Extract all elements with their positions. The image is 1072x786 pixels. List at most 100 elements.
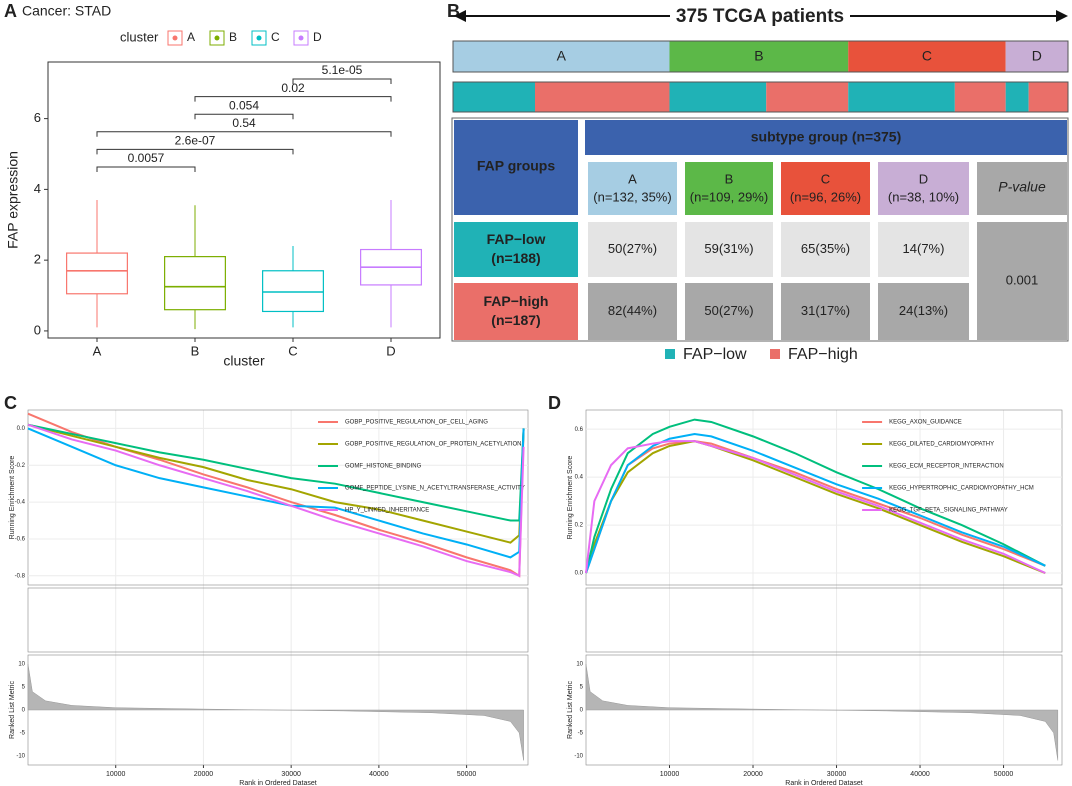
legend-label: HP_Y_LINKED_INHERITANCE bbox=[345, 508, 429, 514]
significance-bracket bbox=[194, 96, 392, 102]
enrichment-line bbox=[27, 423, 525, 544]
y-tick-label: 4 bbox=[34, 181, 41, 196]
x-tick-label: 50000 bbox=[457, 771, 477, 778]
cell-text: 82(44%) bbox=[608, 303, 657, 318]
y-tick-label: 6 bbox=[34, 110, 41, 125]
legend-label: KEGG_ECM_RECEPTOR_INTERACTION bbox=[889, 464, 1004, 470]
column-name: D bbox=[919, 171, 928, 186]
box bbox=[164, 256, 226, 311]
corner-text: FAP groups bbox=[477, 158, 556, 174]
metric-area bbox=[585, 664, 1059, 761]
table-cell bbox=[685, 283, 773, 340]
x-tick-label: 10000 bbox=[660, 771, 680, 778]
legend-label: KEGG_TGF_BETA_SIGNALING_PATHWAY bbox=[889, 508, 1008, 514]
y-tick-label: 5 bbox=[22, 685, 26, 691]
subtype-bar bbox=[1005, 41, 1068, 72]
enrichment-line bbox=[585, 418, 1046, 574]
y-tick-label: 0.2 bbox=[575, 523, 584, 529]
table-cell bbox=[878, 222, 969, 277]
legend-dot bbox=[214, 35, 220, 41]
y-axis-title: Running Enrichment Score bbox=[9, 456, 16, 540]
legend-label: FAP−high bbox=[788, 346, 858, 363]
enrichment-line bbox=[27, 412, 525, 578]
y-tick-label: -0.4 bbox=[15, 500, 26, 506]
x-tick-label: A bbox=[93, 343, 102, 358]
panel-label: A bbox=[4, 1, 17, 21]
panel-frame bbox=[27, 409, 529, 586]
y-tick-label: 10 bbox=[18, 662, 25, 668]
panel-frame bbox=[585, 587, 1063, 653]
legend-key bbox=[167, 30, 183, 46]
cell-text: 65(35%) bbox=[801, 241, 850, 256]
y-tick-label: 2 bbox=[34, 252, 41, 267]
x-tick-label: B bbox=[191, 343, 200, 358]
panel-label: C bbox=[4, 393, 17, 413]
row-name: FAP−low bbox=[487, 231, 546, 247]
column-name: A bbox=[628, 171, 637, 186]
column-header bbox=[588, 162, 677, 215]
cell-text: 59(31%) bbox=[704, 241, 753, 256]
p-value: 0.001 bbox=[1006, 272, 1039, 287]
x-tick-label: D bbox=[386, 343, 395, 358]
legend-dot bbox=[256, 35, 262, 41]
enrichment-line bbox=[585, 440, 1046, 574]
p-value-label: 0.54 bbox=[232, 116, 256, 130]
column-header bbox=[685, 162, 773, 215]
table-cell bbox=[588, 283, 677, 340]
row-header bbox=[454, 222, 578, 277]
legend-dot bbox=[298, 35, 304, 41]
y-tick-label: 0.0 bbox=[575, 571, 584, 577]
y-tick-label: 0 bbox=[580, 708, 584, 714]
column-n: (n=38, 10%) bbox=[888, 189, 959, 204]
y-axis-title: Running Enrichment Score bbox=[567, 456, 574, 540]
x-tick-label: C bbox=[288, 343, 297, 358]
y-tick-label: -5 bbox=[20, 730, 26, 736]
y-tick-label: 0 bbox=[34, 322, 41, 337]
corner-cell bbox=[454, 120, 578, 215]
significance-bracket bbox=[194, 113, 294, 120]
p-value-label: 5.1e-05 bbox=[322, 63, 363, 77]
box bbox=[262, 270, 324, 313]
legend-key bbox=[293, 30, 309, 46]
p-header: P-value bbox=[998, 179, 1046, 195]
table-cell bbox=[781, 222, 870, 277]
legend-label: KEGG_HYPERTROPHIC_CARDIOMYOPATHY_HCM bbox=[889, 486, 1034, 492]
legend-title: cluster bbox=[120, 29, 159, 44]
x-tick-label: 20000 bbox=[743, 771, 763, 778]
fap-bar bbox=[954, 82, 1006, 112]
enrichment-line bbox=[585, 440, 1046, 574]
cell-text: 31(17%) bbox=[801, 303, 850, 318]
subtype-bar bbox=[453, 41, 670, 72]
p-header-cell bbox=[977, 162, 1067, 215]
y-tick-label: -10 bbox=[16, 753, 25, 759]
enrichment-line bbox=[585, 432, 1046, 574]
fap-bar bbox=[453, 82, 535, 112]
subtype-bar bbox=[848, 41, 1006, 72]
metric-area bbox=[27, 664, 524, 761]
significance-bracket bbox=[292, 78, 392, 84]
column-n: (n=96, 26%) bbox=[790, 189, 861, 204]
subtype-bar-label: D bbox=[1032, 48, 1042, 64]
y-axis-title: Ranked List Metric bbox=[9, 681, 16, 739]
fap-bar bbox=[669, 82, 767, 112]
x-tick-label: 50000 bbox=[994, 771, 1014, 778]
cell-text: 50(27%) bbox=[704, 303, 753, 318]
legend-label: A bbox=[187, 30, 195, 44]
row-n: (n=188) bbox=[491, 250, 540, 266]
subtype-bar-label: B bbox=[754, 48, 763, 64]
y-tick-label: 0.4 bbox=[575, 475, 584, 481]
legend-label: GOMF_PEPTIDE_LYSINE_N_ACETYLTRANSFERASE_… bbox=[345, 486, 525, 492]
legend-key bbox=[665, 349, 675, 359]
significance-bracket bbox=[96, 148, 294, 155]
p-value-label: 0.0057 bbox=[128, 151, 165, 165]
enrichment-line bbox=[27, 423, 525, 578]
row-n: (n=187) bbox=[491, 312, 540, 328]
table-cell bbox=[685, 222, 773, 277]
x-axis-title: Rank in Ordered Dataset bbox=[239, 780, 316, 786]
p-value-cell bbox=[977, 222, 1067, 340]
subtype-bar-label: C bbox=[922, 48, 932, 64]
subtype-bar-label: A bbox=[557, 48, 567, 64]
bar-frame bbox=[452, 40, 1069, 73]
fap-bar bbox=[848, 82, 955, 112]
legend-label: KEGG_AXON_GUIDANCE bbox=[889, 420, 962, 426]
